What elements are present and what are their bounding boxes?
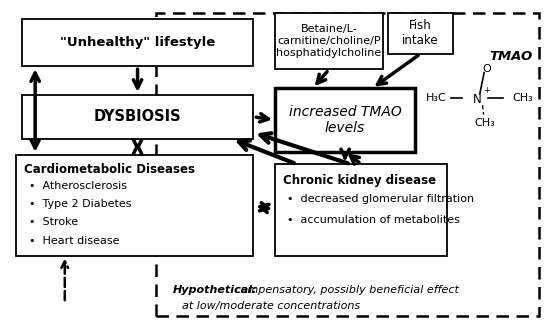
Text: at low/moderate concentrations: at low/moderate concentrations [182, 301, 360, 311]
Text: Fish
intake: Fish intake [402, 19, 439, 47]
Text: •  Stroke: • Stroke [29, 217, 78, 227]
Bar [21, 95, 254, 139]
Bar [156, 13, 539, 316]
Bar [16, 155, 254, 256]
Bar [275, 13, 383, 70]
Text: Betaine/L-
carnitine/choline/P
hosphatidylcholine: Betaine/L- carnitine/choline/P hosphatid… [276, 24, 382, 58]
Text: ⁻: ⁻ [496, 57, 501, 66]
Text: +: + [483, 86, 490, 95]
Text: TMAO: TMAO [490, 50, 533, 63]
Text: •  Type 2 Diabetes: • Type 2 Diabetes [29, 199, 131, 209]
Text: •  Atherosclerosis: • Atherosclerosis [29, 181, 126, 191]
Bar [388, 13, 453, 54]
Text: Hypothetical:: Hypothetical: [173, 285, 257, 295]
Text: N: N [473, 93, 481, 106]
Text: •  decreased glomerular filtration: • decreased glomerular filtration [288, 194, 475, 204]
Text: compensatory, possibly beneficial effect: compensatory, possibly beneficial effect [231, 285, 459, 295]
Text: Chronic kidney disease: Chronic kidney disease [283, 174, 436, 187]
Text: H₃C: H₃C [426, 93, 447, 103]
Text: CH₃: CH₃ [513, 93, 534, 103]
Text: increased TMAO
levels: increased TMAO levels [289, 105, 402, 135]
Text: DYSBIOSIS: DYSBIOSIS [94, 109, 182, 124]
Text: •  accumulation of metabolites: • accumulation of metabolites [288, 215, 460, 225]
Text: Cardiometabolic Diseases: Cardiometabolic Diseases [24, 163, 195, 175]
Text: O: O [482, 64, 491, 74]
Text: •  Heart disease: • Heart disease [29, 236, 119, 246]
Bar [21, 19, 254, 66]
Text: CH₃: CH₃ [475, 118, 496, 128]
Text: "Unhealthy" lifestyle: "Unhealthy" lifestyle [60, 36, 215, 49]
Bar [275, 89, 415, 152]
Bar [275, 164, 448, 256]
